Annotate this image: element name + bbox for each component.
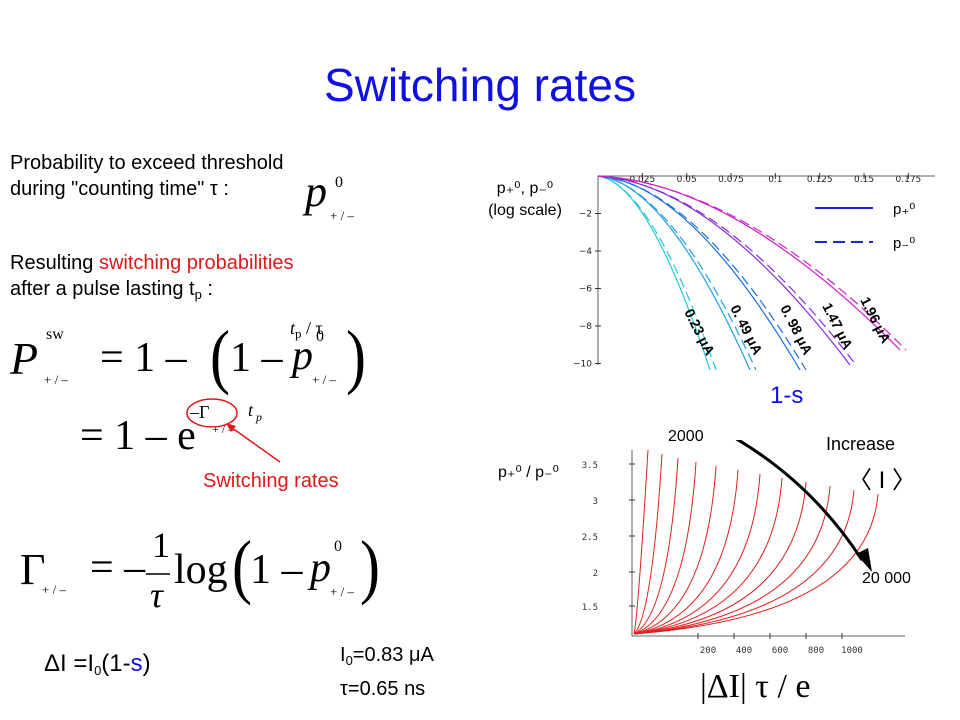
top-curve-dashed	[597, 175, 717, 371]
top-x-tick-label: 0.05	[677, 175, 697, 185]
top-x-tick-label: 0.1	[768, 175, 782, 185]
probability-text-line2: during "counting time" τ :	[10, 178, 229, 200]
top-chart-axes: 0.025 0.05 0.075 0.1 0.125 0.15 0.175 −2 −4 −6 −8 −…	[573, 173, 935, 370]
top-curve-dashed	[597, 175, 907, 351]
gamma-pointer-arrow	[227, 424, 281, 463]
top-x-tick-label: 0.15	[854, 175, 874, 185]
legend-solid-label: p₊⁰	[893, 201, 915, 218]
bottom-curve	[633, 493, 879, 635]
top-y-tick-label: −6	[579, 285, 593, 295]
tau-value: τ=0.65 ns	[340, 678, 426, 700]
top-y-tick-label: −10	[573, 360, 592, 370]
bottom-chart: 200 400 600 800 1000 3.5 3 2.5 2 1.5	[582, 440, 905, 656]
bottom-y-tick-label: 3	[593, 497, 598, 507]
bottom-curve	[633, 477, 783, 635]
bottom-chart-ylabel: p₊⁰ / p₋⁰	[498, 464, 559, 481]
bottom-x-tick-label: 400	[736, 646, 752, 656]
gamma-pointer-arrowhead	[226, 423, 236, 432]
bottom-curve	[633, 457, 679, 635]
increase-arrowhead	[856, 548, 872, 572]
top-curve-dashed	[597, 175, 857, 366]
top-x-tick-label: 0.175	[896, 175, 922, 185]
bottom-curve	[633, 485, 831, 635]
bottom-y-tick-label: 2.5	[582, 533, 598, 543]
bottom-y-tick-label: 2	[593, 569, 598, 579]
top-curve-label: 0.23 μA	[681, 306, 718, 358]
switching-rate-formula: Γ + / – = – 1 τ log ( 1 – p 0 + / – )	[20, 525, 380, 615]
bottom-x-tick-label: 800	[808, 646, 824, 656]
bottom-y-tick-label: 1.5	[582, 603, 598, 613]
top-curve-label: 0. 49 μA	[727, 302, 766, 357]
bottom-x-tick-label: 200	[700, 646, 716, 656]
annotation-end: 20 000	[862, 570, 911, 587]
bottom-curve	[633, 449, 649, 635]
top-y-tick-label: −8	[579, 322, 593, 332]
top-chart: 0.025 0.05 0.075 0.1 0.125 0.15 0.175 −2 −4 −6 −8 −…	[573, 173, 935, 371]
i0-value: I0=0.83 μA	[340, 644, 434, 668]
exponent-tp-over-tau: tp / τ	[290, 318, 323, 341]
switching-probability-formula: P sw + / – = 1 – ( 1 – p 0 + / – )	[10, 316, 366, 396]
resulting-text-line: Resulting switching probabilities	[10, 252, 294, 274]
top-chart-ylabel: p₊⁰, p₋⁰ (log scale)	[488, 180, 562, 219]
top-curve-label: 0. 98 μA	[777, 302, 816, 357]
bottom-y-tick-label: 3.5	[582, 461, 598, 471]
bottom-x-tick-label: 600	[772, 646, 788, 656]
page-title: Switching rates	[324, 59, 636, 111]
bottom-x-tick-label: 1000	[841, 646, 863, 656]
increase-current-label: 〈 I 〉	[848, 467, 917, 494]
bottom-curve	[633, 489, 855, 635]
p0-symbol: p	[305, 167, 327, 216]
pulse-text-line: after a pulse lasting tp :	[10, 278, 213, 302]
delta-i-formula: ΔI =I0(1-s)	[44, 650, 151, 678]
probability-text-line1: Probability to exceed threshold	[10, 152, 284, 174]
top-y-tick-label: −2	[579, 210, 592, 220]
one-minus-s-label: 1-s	[770, 382, 804, 409]
top-chart-legend: p₊⁰ p₋⁰	[815, 201, 915, 252]
legend-dashed-label: p₋⁰	[893, 235, 915, 252]
bottom-curve	[633, 469, 739, 635]
top-curve-dashed	[597, 175, 807, 371]
bottom-chart-axes: 200 400 600 800 1000 3.5 3 2.5 2 1.5	[582, 450, 905, 656]
top-x-tick-label: 0.125	[807, 175, 833, 185]
top-curve-label: 1.96 μA	[857, 294, 894, 346]
top-y-tick-label: −4	[579, 247, 593, 257]
bottom-curve	[633, 481, 807, 635]
exponential-formula: = 1 – e –Γ + / – t p	[80, 400, 262, 459]
bottom-curve	[633, 461, 697, 635]
top-curve-dashed	[597, 175, 757, 371]
increase-label: Increase	[826, 434, 896, 454]
p0-subscript: + / –	[330, 208, 354, 223]
bottom-x-formula: |ΔI| τ / e	[700, 668, 811, 705]
increase-arrow	[735, 440, 864, 561]
top-x-tick-label: 0.075	[718, 175, 744, 185]
top-chart-curves: 0.23 μA 0. 49 μA 0. 98 μA 1.47 μA 1.96 μA	[597, 175, 907, 371]
annotation-start: 2000	[668, 428, 704, 445]
bottom-curve	[633, 453, 663, 635]
bottom-curve	[633, 473, 761, 635]
switching-rates-label: Switching rates	[203, 470, 339, 492]
bottom-chart-curves	[633, 449, 879, 635]
bottom-curve	[633, 465, 717, 635]
top-curve-solid	[597, 175, 711, 371]
top-x-tick-label: 0.025	[629, 175, 655, 185]
gamma-highlight-circle	[186, 398, 238, 428]
p0-superscript: 0	[335, 174, 343, 191]
